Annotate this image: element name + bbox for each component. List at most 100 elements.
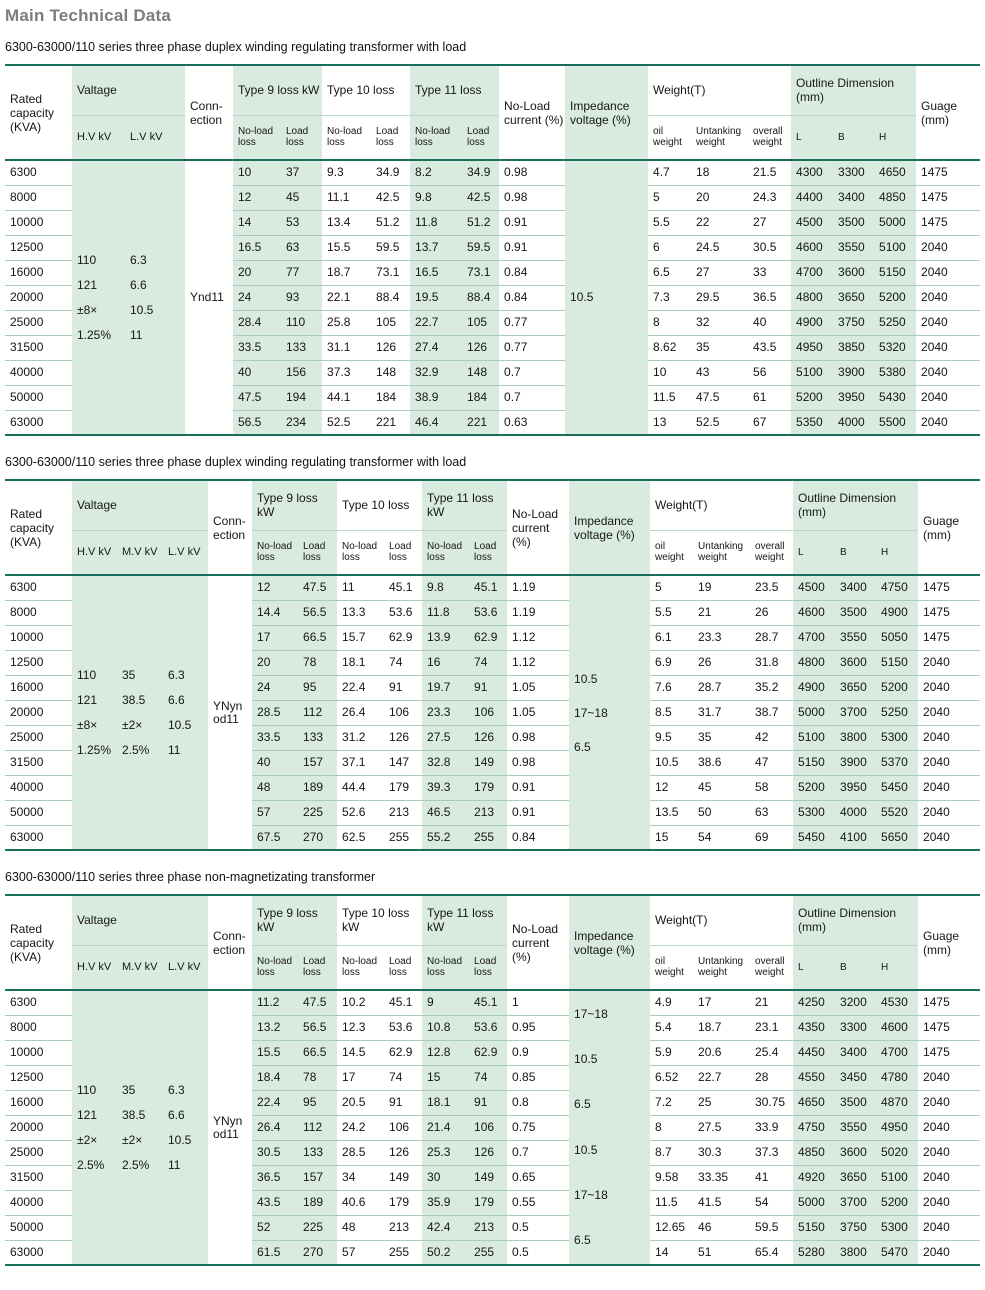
untanking-weight-cell: 35 — [691, 334, 749, 360]
capacity-cell: 8000 — [5, 184, 72, 210]
no-load-current-cell: 0.98 — [507, 724, 570, 750]
no-load-current-cell: 0.84 — [499, 284, 566, 310]
col-header-type11-loss: Type 11 loss — [410, 65, 500, 116]
type11-load-loss-cell: 62.9 — [469, 1039, 508, 1065]
oil-weight-cell: 12 — [650, 774, 694, 800]
type10-load-loss-cell: 62.9 — [384, 1039, 423, 1065]
page-title: Main Technical Data — [5, 6, 171, 25]
no-load-current-cell: 0.8 — [507, 1089, 570, 1115]
table-row: 40000 40 156 37.3 148 32.9 148 0.7 10 43 56 5100 390… — [5, 359, 981, 385]
overall-weight-cell: 56 — [748, 359, 792, 385]
dimension-b-cell: 3800 — [835, 724, 877, 750]
dimension-l-cell: 5150 — [793, 1214, 836, 1240]
impedance-value: 6.5 — [574, 1233, 591, 1248]
no-load-current-cell: 0.91 — [507, 799, 570, 825]
overall-weight-cell: 41 — [750, 1164, 794, 1190]
table-body: 6300 110 6.3 121 6.6 ±8× 10.5 1.25% 11 Ynd11 10 37 9… — [5, 159, 981, 435]
type9-no-load-loss-cell: 12 — [233, 184, 281, 210]
overall-weight-cell: 54 — [750, 1189, 794, 1215]
type11-load-loss-cell: 126 — [462, 334, 500, 360]
voltage-subheader: H.V kV M.V kV L.V kV — [72, 530, 209, 575]
table-body: 6300 110 35 6.3 121 38.5 6.6 ±8× ±2× 10.5 1.25% 2.5… — [5, 574, 981, 850]
load-loss-subheader: Load loss — [298, 530, 338, 575]
type9-no-load-loss-cell: 67.5 — [252, 824, 299, 850]
guage-cell: 1475 — [918, 1014, 981, 1040]
type11-load-loss-cell: 42.5 — [462, 184, 500, 210]
dimension-l-cell: 4800 — [793, 649, 836, 675]
overall-weight-cell: 33 — [748, 259, 792, 285]
capacity-cell: 40000 — [5, 359, 72, 385]
dimension-l-cell: 4250 — [793, 989, 836, 1015]
table-row: 40000 48 189 44.4 179 39.3 179 0.91 12 45 58 5200 39… — [5, 774, 981, 800]
type9-load-loss-cell: 56.5 — [298, 599, 338, 625]
type9-load-loss-cell: 189 — [298, 1189, 338, 1215]
voltage-value: 6.6 — [130, 277, 147, 292]
dimension-subheader: B — [835, 945, 877, 990]
type9-load-loss-cell: 157 — [298, 1164, 338, 1190]
impedance-voltage-cell: 10.5 17~18 6.5 — [569, 574, 651, 850]
dimension-h-cell: 5430 — [874, 384, 917, 410]
overall-weight-cell: 67 — [748, 409, 792, 435]
guage-cell: 2040 — [918, 699, 981, 725]
type10-no-load-loss-cell: 26.4 — [337, 699, 385, 725]
type10-load-loss-cell: 106 — [384, 699, 423, 725]
guage-cell: 2040 — [918, 1189, 981, 1215]
voltage-subheader-label: M.V kV — [122, 961, 158, 974]
type11-no-load-loss-cell: 32.9 — [410, 359, 463, 385]
guage-cell: 2040 — [916, 234, 981, 260]
table-row: 25000 33.5 133 31.2 126 27.5 126 0.98 9.5 35 42 510… — [5, 724, 981, 750]
type11-no-load-loss-cell: 10.8 — [422, 1014, 470, 1040]
type11-load-loss-cell: 73.1 — [462, 259, 500, 285]
no-load-current-cell: 1.05 — [507, 699, 570, 725]
voltage-value: 11 — [168, 1157, 181, 1172]
no-load-current-cell: 0.63 — [499, 409, 566, 435]
type9-load-loss-cell: 93 — [281, 284, 323, 310]
capacity-cell: 63000 — [5, 1239, 72, 1265]
dimension-h-cell: 4750 — [876, 574, 919, 600]
col-header-type10-loss: Type 10 loss — [322, 65, 411, 116]
col-header-type9-loss: Type 9 loss kW — [252, 480, 338, 531]
overall-weight-cell: 23.5 — [750, 574, 794, 600]
impedance-value: 17~18 — [574, 1006, 608, 1021]
oil-weight-cell: 4.9 — [650, 989, 694, 1015]
oil-weight-cell: 7.3 — [648, 284, 692, 310]
no-load-current-cell: 0.77 — [499, 334, 566, 360]
col-header-type11-loss: Type 11 loss kW — [422, 480, 508, 531]
col-header-connection: Conn- ection — [190, 98, 223, 127]
overall-weight-cell: 69 — [750, 824, 794, 850]
oil-weight-cell: 6.52 — [650, 1064, 694, 1090]
type11-no-load-loss-cell: 13.9 — [422, 624, 470, 650]
col-header-connection: Conn- ection — [213, 928, 246, 957]
no-load-current-cell: 0.91 — [499, 209, 566, 235]
type9-no-load-loss-cell: 43.5 — [252, 1189, 299, 1215]
type11-no-load-loss-cell: 22.7 — [410, 309, 463, 335]
type11-no-load-loss-cell: 27.4 — [410, 334, 463, 360]
untanking-weight-cell: 26 — [693, 649, 751, 675]
dimension-subheader: L — [793, 530, 836, 575]
type10-no-load-loss-cell: 13.3 — [337, 599, 385, 625]
dimension-b-cell: 3600 — [833, 259, 875, 285]
voltage-value: 35 — [122, 667, 136, 682]
type10-no-load-loss-cell: 22.1 — [322, 284, 372, 310]
table-row: 10000 14 53 13.4 51.2 11.8 51.2 0.91 5.5 22 27 4500… — [5, 209, 981, 235]
type11-no-load-loss-cell: 32.8 — [422, 749, 470, 775]
impedance-values: 10.5 — [570, 285, 647, 310]
type10-no-load-loss-cell: 22.4 — [337, 674, 385, 700]
type11-no-load-loss-cell: 25.3 — [422, 1139, 470, 1165]
dimension-b-cell: 3800 — [835, 1239, 877, 1265]
type11-load-loss-cell: 106 — [469, 1114, 508, 1140]
no-load-loss-subheader: No-load loss — [422, 945, 470, 990]
oil-weight-cell: 15 — [650, 824, 694, 850]
oil-weight-cell: 6.5 — [648, 259, 692, 285]
capacity-cell: 40000 — [5, 774, 72, 800]
type11-no-load-loss-cell: 21.4 — [422, 1114, 470, 1140]
untanking-weight-cell: 18 — [691, 159, 749, 185]
dimension-h-cell: 4780 — [876, 1064, 919, 1090]
table-row: 50000 52 225 48 213 42.4 213 0.5 12.65 46 59.5 5150… — [5, 1214, 981, 1240]
type11-no-load-loss-cell: 16.5 — [410, 259, 463, 285]
dimension-h-cell: 5300 — [876, 1214, 919, 1240]
type10-no-load-loss-cell: 18.7 — [322, 259, 372, 285]
type11-no-load-loss-cell: 23.3 — [422, 699, 470, 725]
dimension-subheader: H — [876, 945, 919, 990]
type10-load-loss-cell: 45.1 — [384, 989, 423, 1015]
